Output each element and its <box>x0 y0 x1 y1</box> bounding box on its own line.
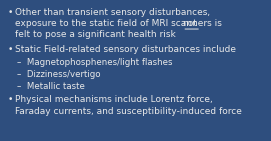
Text: –  Magnetophosphenes/light flashes: – Magnetophosphenes/light flashes <box>17 58 173 67</box>
Text: felt to pose a significant health risk: felt to pose a significant health risk <box>15 30 176 39</box>
Text: –  Metallic taste: – Metallic taste <box>17 81 85 91</box>
Text: Faraday currents, and susceptibility-induced force: Faraday currents, and susceptibility-ind… <box>15 107 242 116</box>
Text: exposure to the static field of MRI scanners is: exposure to the static field of MRI scan… <box>15 19 225 28</box>
Text: not: not <box>182 19 197 28</box>
Text: –  Dizziness/vertigo: – Dizziness/vertigo <box>17 70 101 79</box>
Text: •: • <box>8 95 13 104</box>
Text: Static Field-related sensory disturbances include: Static Field-related sensory disturbance… <box>15 45 237 54</box>
Text: •: • <box>8 45 13 54</box>
Text: Physical mechanisms include Lorentz force,: Physical mechanisms include Lorentz forc… <box>15 95 213 104</box>
Text: Other than transient sensory disturbances,: Other than transient sensory disturbance… <box>15 8 211 17</box>
Text: •: • <box>8 8 13 17</box>
